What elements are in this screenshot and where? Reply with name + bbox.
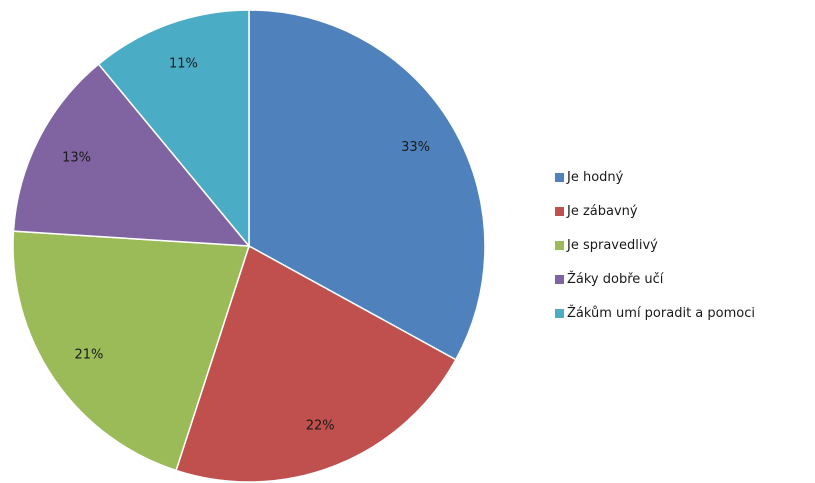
legend-item-je-zabavny: Je zábavný [555,194,813,228]
legend-label: Je hodný [567,169,624,185]
pie-slice-je-hodny [248,9,486,361]
data-label-je-zabavny: 22% [306,418,335,433]
legend-item-je-hodny: Je hodný [555,160,813,194]
pie-chart-svg: 33% 22% 21% 13% 11% [12,9,486,483]
legend-item-zaky-dobre-uci: Žáky dobře učí [555,262,813,296]
legend-label: Je zábavný [567,203,638,219]
pie-slice-zakum-umi-poradit-a-pomoci [97,9,250,249]
legend-label: Žákům umí poradit a pomoci [567,305,755,321]
legend-item-je-spravedlivy: Je spravedlivý [555,228,813,262]
legend-label: Žáky dobře učí [567,271,664,287]
data-label-je-spravedlivy: 21% [74,347,103,362]
legend: Je hodný Je zábavný Je spravedlivý Žáky … [555,160,813,330]
legend-label: Je spravedlivý [567,237,658,253]
legend-swatch [555,308,564,318]
data-label-zakum-umi-poradit-a-pomoci: 11% [169,56,198,71]
legend-swatch [555,240,564,250]
legend-swatch [555,172,564,182]
data-label-zaky-dobre-uci: 13% [62,151,91,166]
pie-slice-je-zabavny [175,244,457,483]
legend-item-zakum-umi-poradit: Žákům umí poradit a pomoci [555,296,813,330]
data-label-je-hodny: 33% [401,140,430,155]
legend-swatch [555,206,564,216]
legend-swatch [555,274,564,284]
pie-slice-zaky-dobre-uci [12,63,251,247]
pie-slice-je-spravedlivy [12,230,251,472]
